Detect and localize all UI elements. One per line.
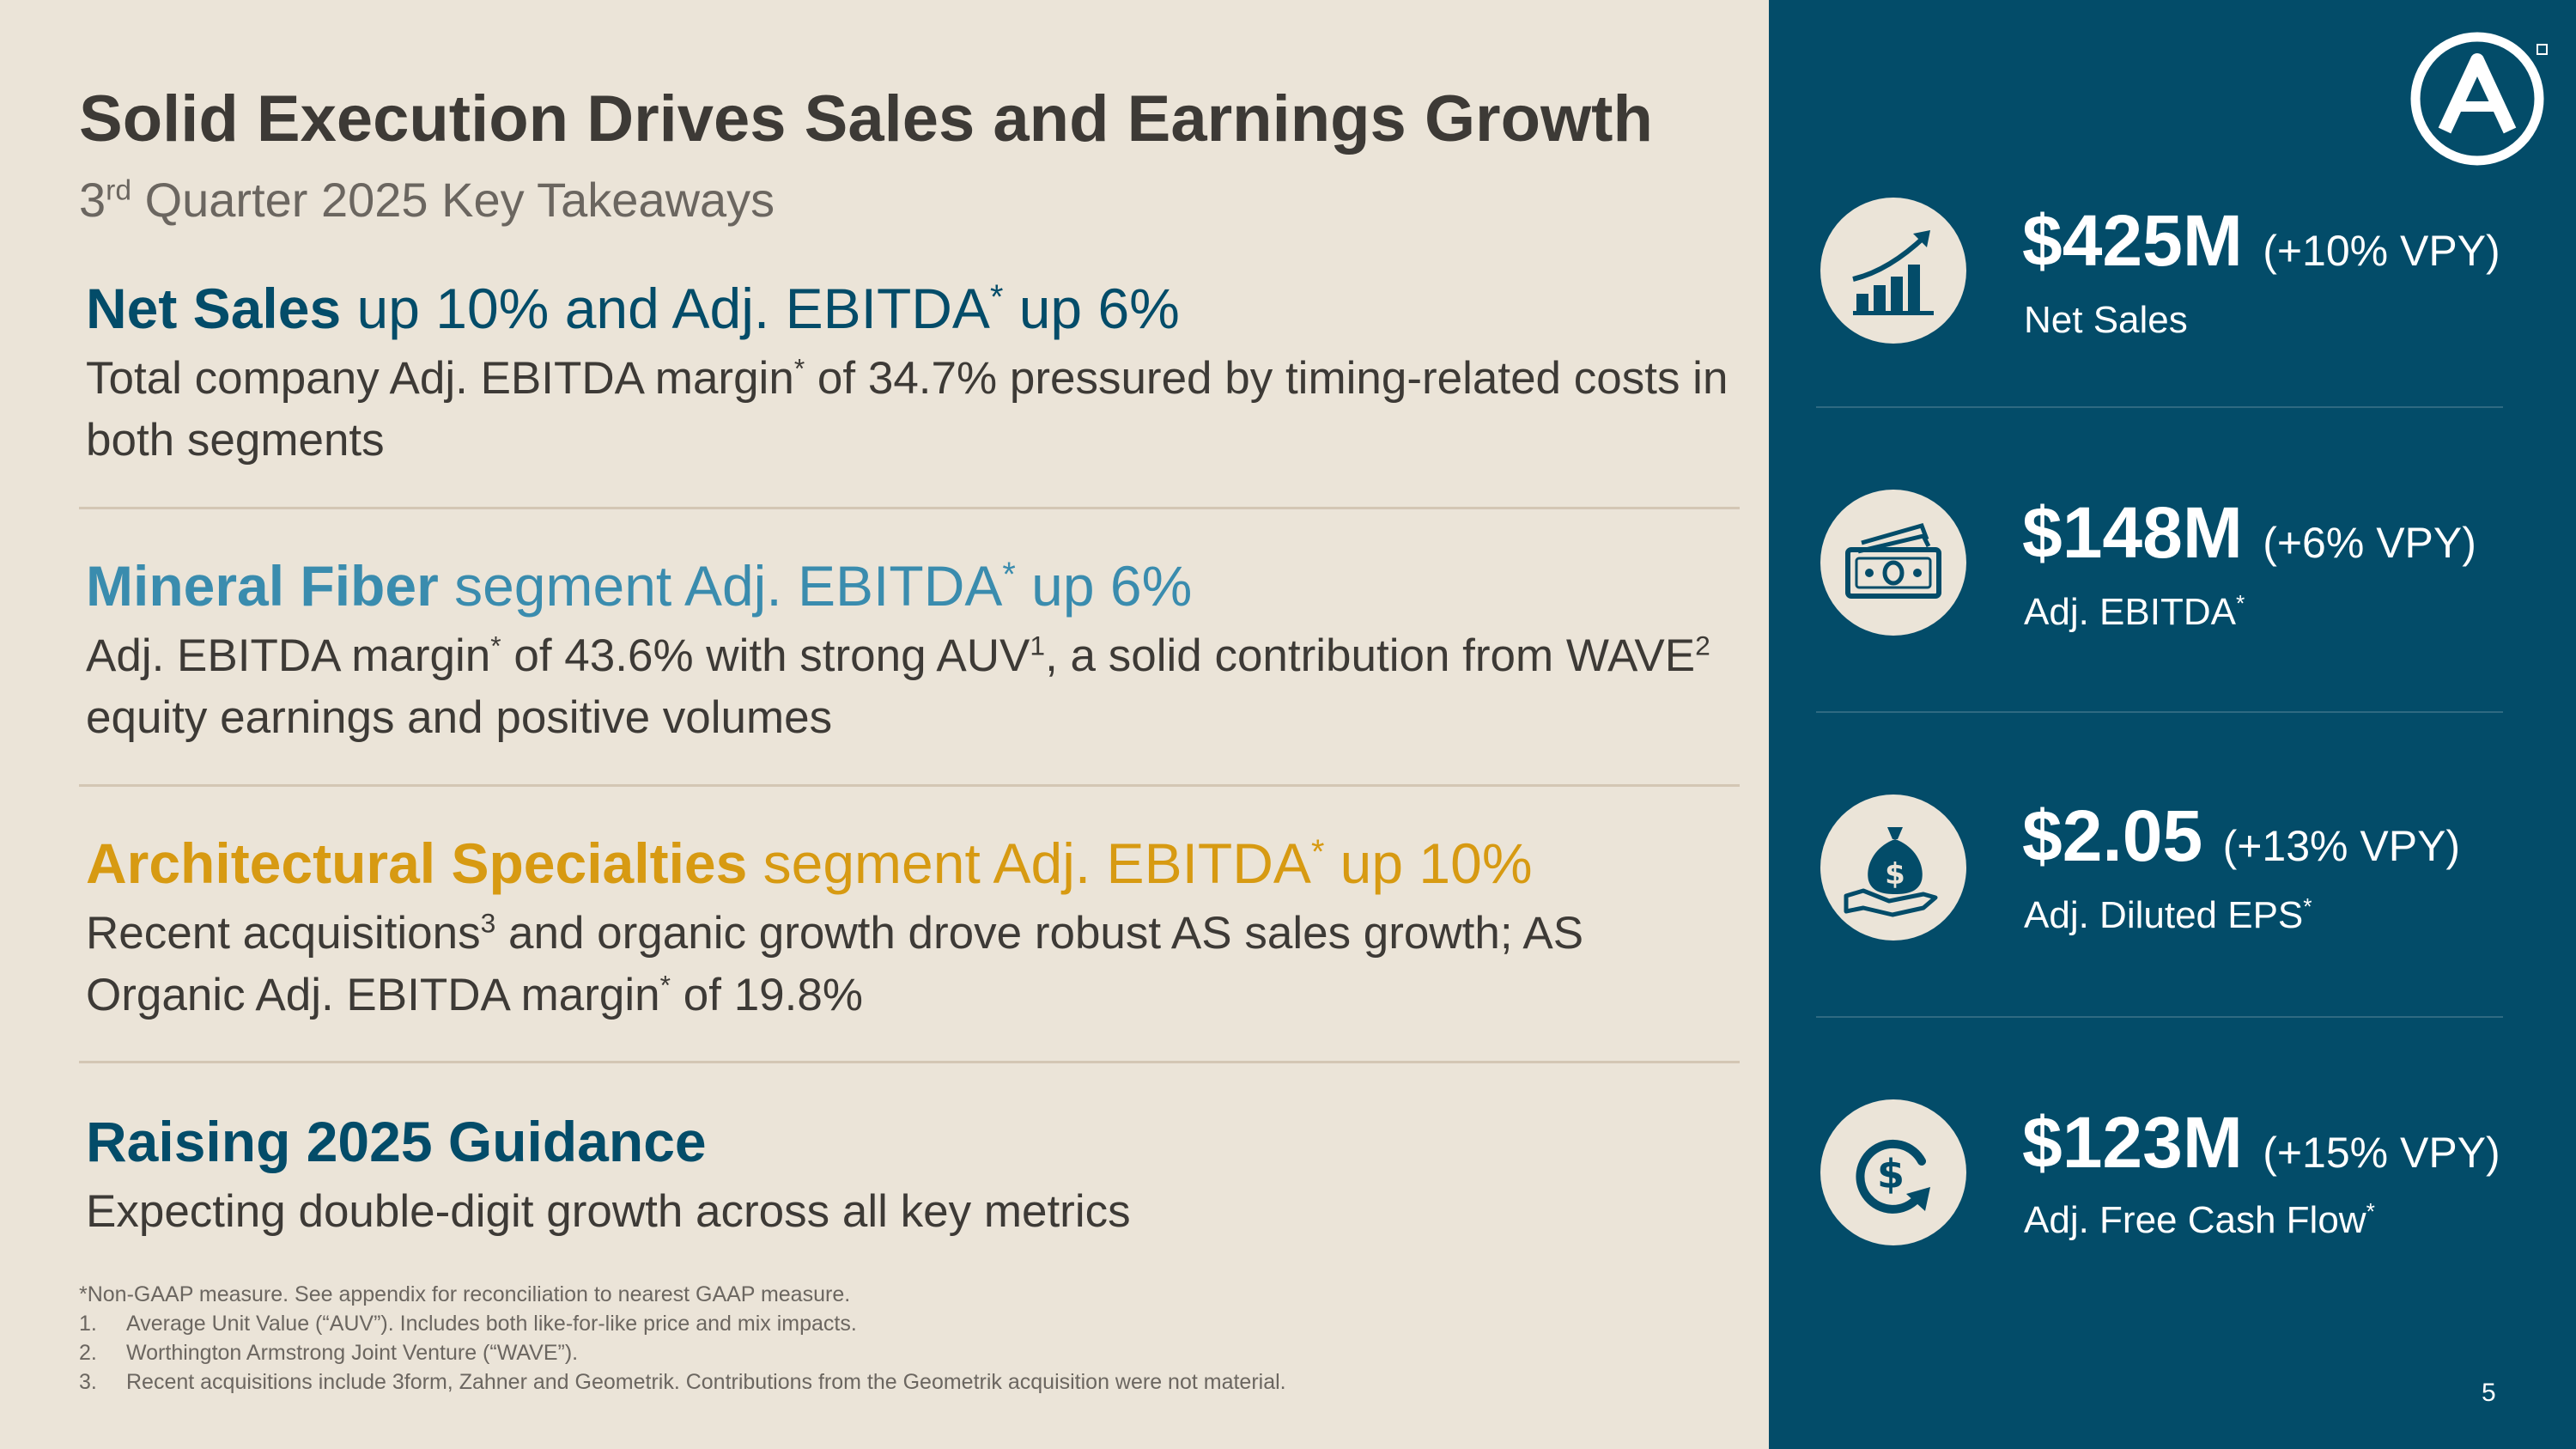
page-number: 5 — [2482, 1379, 2496, 1407]
takeaway-heading: Net Sales up 10% and Adj. EBITDA* up 6% — [86, 277, 1180, 340]
metric-divider — [1816, 1016, 2503, 1018]
divider — [79, 784, 1740, 787]
metric-divider — [1816, 406, 2503, 408]
footnote-1: 1. Average Unit Value (“AUV”). Includes b… — [79, 1312, 857, 1336]
metric-label: Adj. Free Cash Flow* — [2024, 1198, 2375, 1241]
takeaway-heading: Architectural Specialties segment Adj. E… — [86, 831, 1533, 895]
metric-label: Adj. Diluted EPS* — [2024, 893, 2312, 936]
page-title: Solid Execution Drives Sales and Earning… — [79, 82, 1653, 155]
footnote-2: 2. Worthington Armstrong Joint Venture (“… — [79, 1341, 579, 1365]
takeaway-body: Total company Adj. EBITDA margin* of 34.… — [86, 352, 1728, 466]
takeaway-guidance: Raising 2025 Guidance Expecting double-d… — [86, 1108, 1752, 1243]
cash-bills-icon — [1820, 490, 1966, 636]
divider — [79, 507, 1740, 509]
divider — [79, 1061, 1740, 1063]
content-area — [0, 0, 1769, 1449]
metric-value: $123M (+15% VPY) — [2022, 1102, 2500, 1183]
takeaway-body: Recent acquisitions3 and organic growth … — [86, 907, 1584, 1021]
bar-chart-growth-icon — [1820, 198, 1966, 344]
svg-text:$: $ — [1877, 1151, 1905, 1197]
takeaway-heading: Raising 2025 Guidance — [86, 1110, 707, 1173]
metric-value: $2.05 (+13% VPY) — [2022, 795, 2461, 876]
takeaway-heading: Mineral Fiber segment Adj. EBITDA* up 6% — [86, 554, 1193, 618]
metric-label: Net Sales — [2024, 299, 2188, 341]
takeaway-architectural-specialties: Architectural Specialties segment Adj. E… — [86, 830, 1752, 1026]
svg-text:$: $ — [1885, 857, 1905, 892]
takeaway-mineral-fiber: Mineral Fiber segment Adj. EBITDA* up 6%… — [86, 552, 1752, 749]
footnote-non-gaap: *Non-GAAP measure. See appendix for reco… — [79, 1282, 851, 1306]
metric-value: $425M (+10% VPY) — [2022, 200, 2500, 281]
metric-divider — [1816, 711, 2503, 713]
money-bag-hand-icon: $ — [1820, 795, 1966, 941]
metric-value: $148M (+6% VPY) — [2022, 492, 2476, 573]
metric-label: Adj. EBITDA* — [2024, 590, 2245, 633]
footnotes: *Non-GAAP measure. See appendix for reco… — [79, 1280, 1286, 1397]
footnote-3: 3. Recent acquisitions include 3form, Zah… — [79, 1370, 1286, 1394]
dollar-cycle-icon: $ — [1820, 1099, 1966, 1245]
takeaway-body: Adj. EBITDA margin* of 43.6% with strong… — [86, 630, 1710, 744]
takeaway-body: Expecting double-digit growth across all… — [86, 1186, 1131, 1238]
page-subtitle: 3rd Quarter 2025 Key Takeaways — [79, 173, 775, 227]
takeaway-net-sales: Net Sales up 10% and Adj. EBITDA* up 6% … — [86, 275, 1752, 472]
armstrong-logo-icon — [2410, 32, 2548, 166]
